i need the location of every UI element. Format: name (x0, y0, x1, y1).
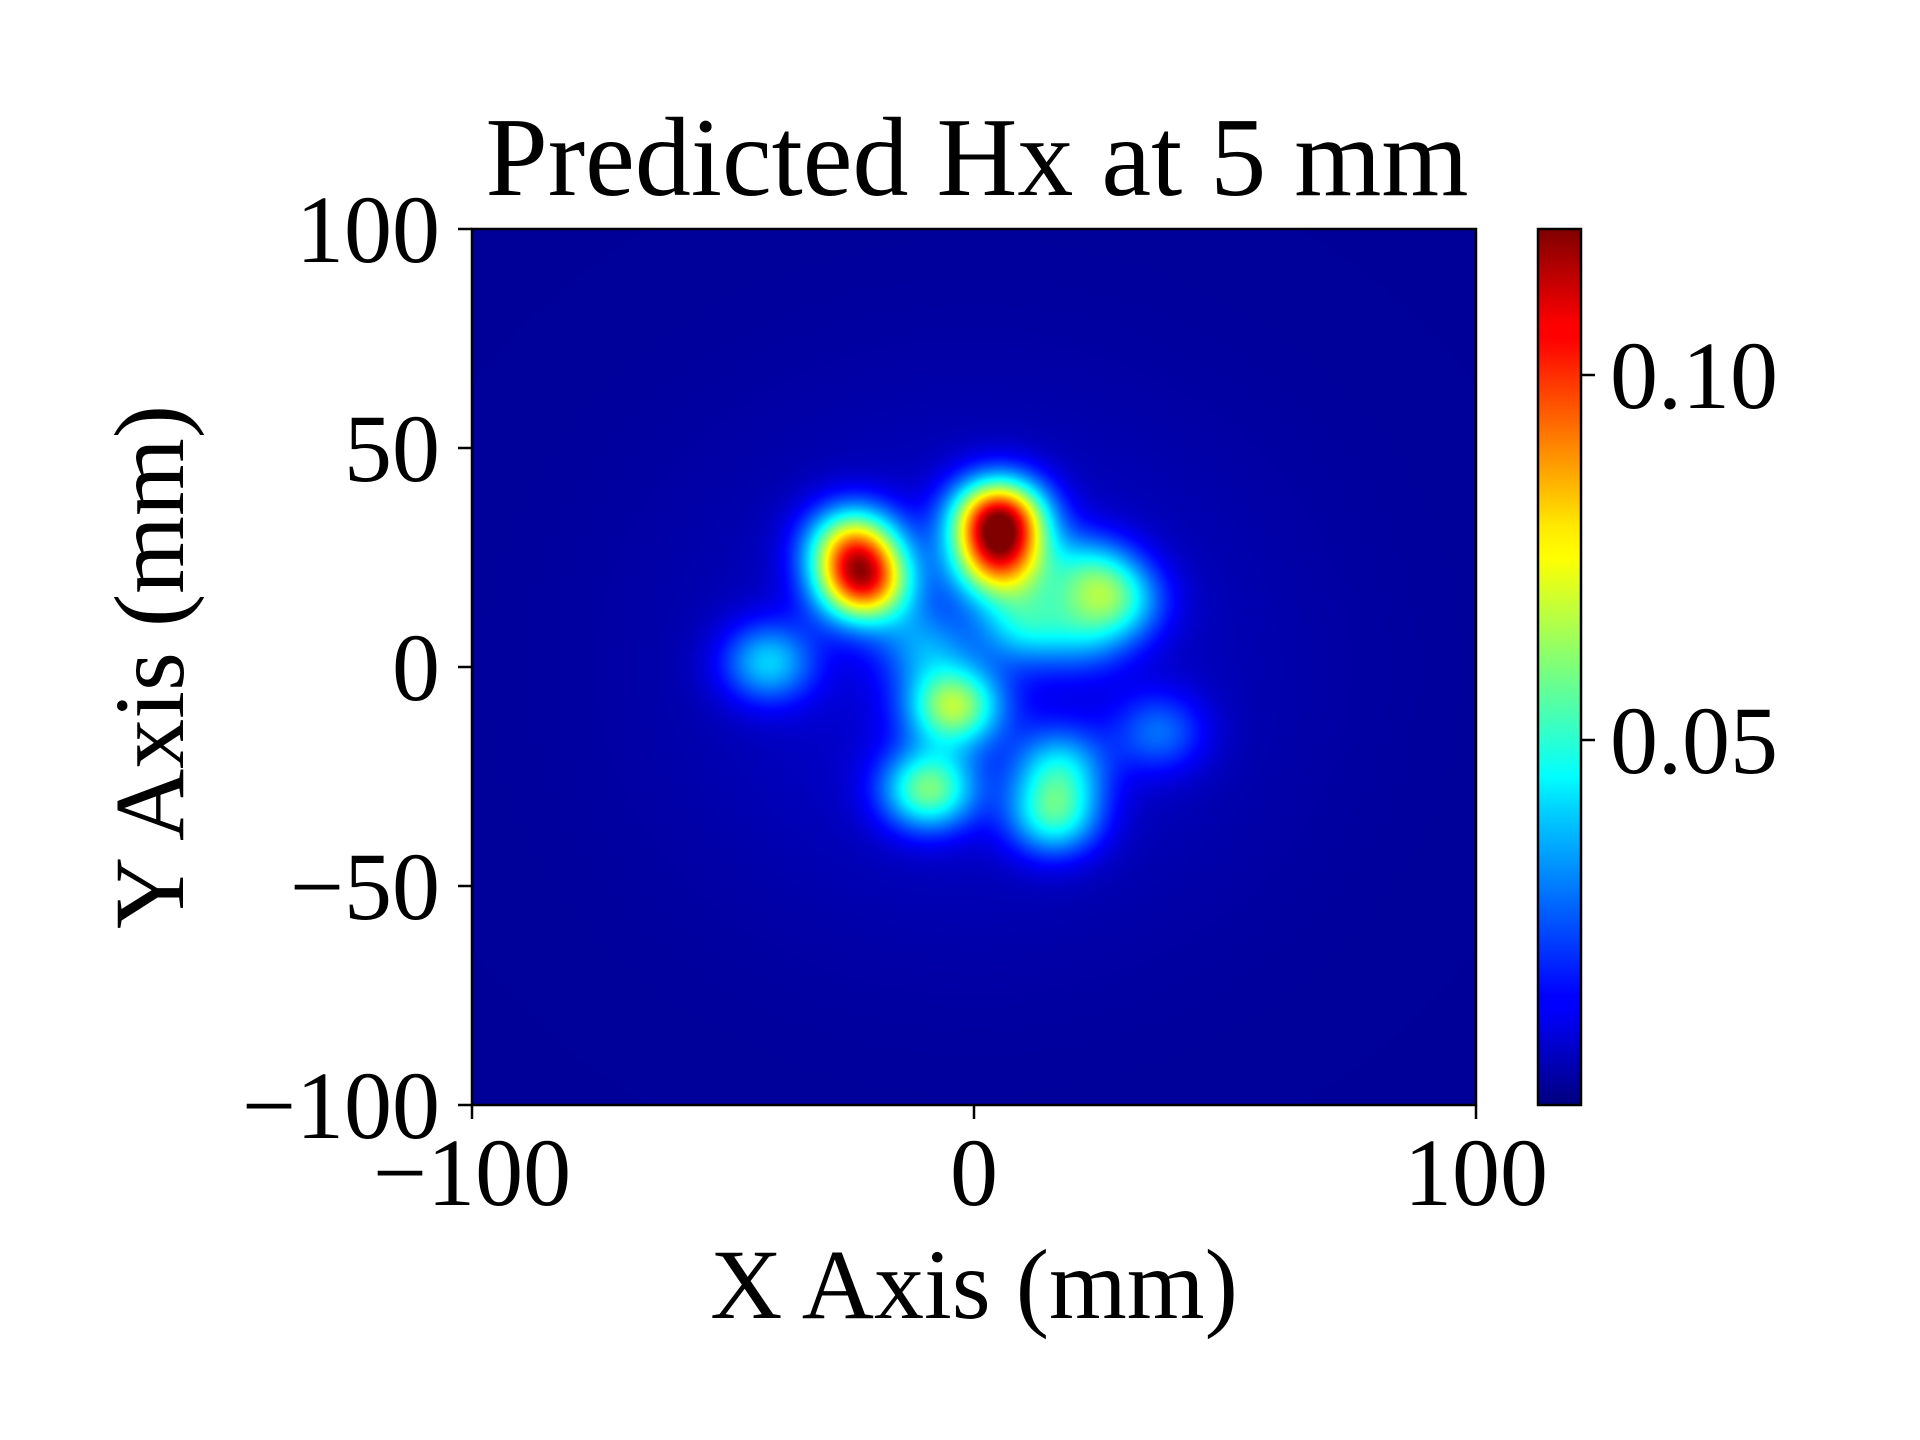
x-tick-label: 0 (950, 1119, 998, 1226)
x-tick-label: −100 (373, 1119, 571, 1226)
y-axis: −100 −50 0 50 100 (242, 176, 472, 1159)
chart-title: Predicted Hx at 5 mm (486, 96, 1469, 220)
x-axis-label: X Axis (mm) (710, 1229, 1238, 1340)
x-axis: −100 0 100 (373, 1105, 1548, 1226)
colorbar-tick-label: 0.05 (1610, 687, 1778, 794)
y-tick-label: 100 (296, 176, 440, 283)
colorbar-ticks: 0.05 0.10 (1581, 322, 1778, 794)
y-tick-label: −100 (242, 1052, 440, 1159)
y-axis-label: Y Axis (mm) (94, 405, 205, 929)
plot-area (470, 227, 1478, 1107)
colorbar-gradient (1536, 227, 1583, 1107)
y-tick-label: −50 (290, 833, 440, 940)
y-tick-label: 50 (344, 395, 440, 502)
colorbar: 0.05 0.10 (1536, 227, 1778, 1107)
colorbar-tick-label: 0.10 (1610, 322, 1778, 429)
x-tick-label: 100 (1404, 1119, 1548, 1226)
heatmap-image-container (472, 229, 1476, 1105)
heatmap-image (472, 229, 1476, 1105)
y-tick-label: 0 (392, 614, 440, 721)
